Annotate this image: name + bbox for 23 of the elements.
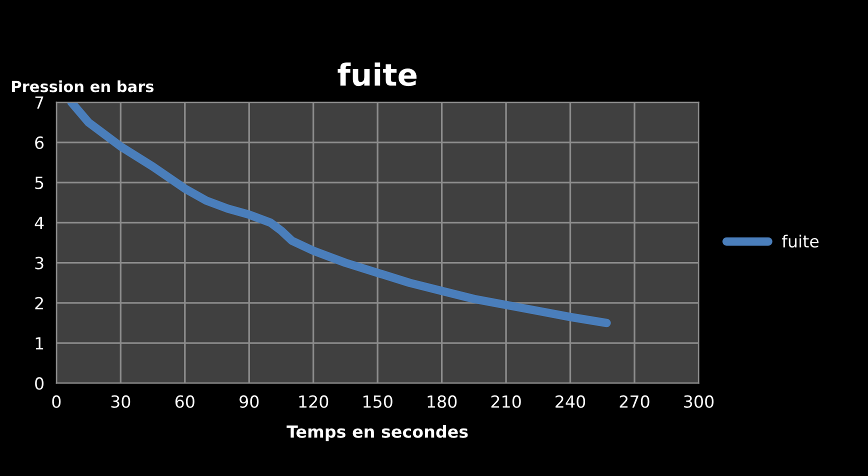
y-tick-label: 6	[35, 136, 44, 150]
x-axis-title: Temps en secondes	[286, 425, 468, 442]
chart-title: fuite	[338, 62, 417, 86]
legend-label: fuite	[782, 234, 819, 248]
x-tick-label: 120	[299, 395, 328, 408]
x-tick-label: 90	[240, 395, 259, 408]
y-tick-label: 7	[35, 96, 44, 109]
y-tick-label: 5	[35, 176, 44, 190]
y-tick-label: 0	[35, 377, 44, 390]
y-tick-label: 1	[36, 337, 44, 350]
x-tick-label: 60	[175, 395, 194, 408]
y-tick-label: 3	[35, 256, 44, 270]
x-tick-label: 240	[556, 395, 586, 408]
x-tick-label: 0	[52, 395, 61, 408]
x-tick-label: 150	[364, 395, 392, 408]
y-tick-label: 4	[34, 216, 44, 230]
y-tick-label: 2	[35, 296, 43, 310]
x-tick-label: 210	[491, 395, 521, 408]
y-axis-title: Pression en bars	[12, 80, 154, 92]
x-tick-label: 270	[620, 395, 650, 408]
x-tick-label: 180	[428, 395, 457, 408]
x-tick-label: 300	[684, 395, 714, 408]
x-tick-label: 30	[111, 395, 130, 408]
